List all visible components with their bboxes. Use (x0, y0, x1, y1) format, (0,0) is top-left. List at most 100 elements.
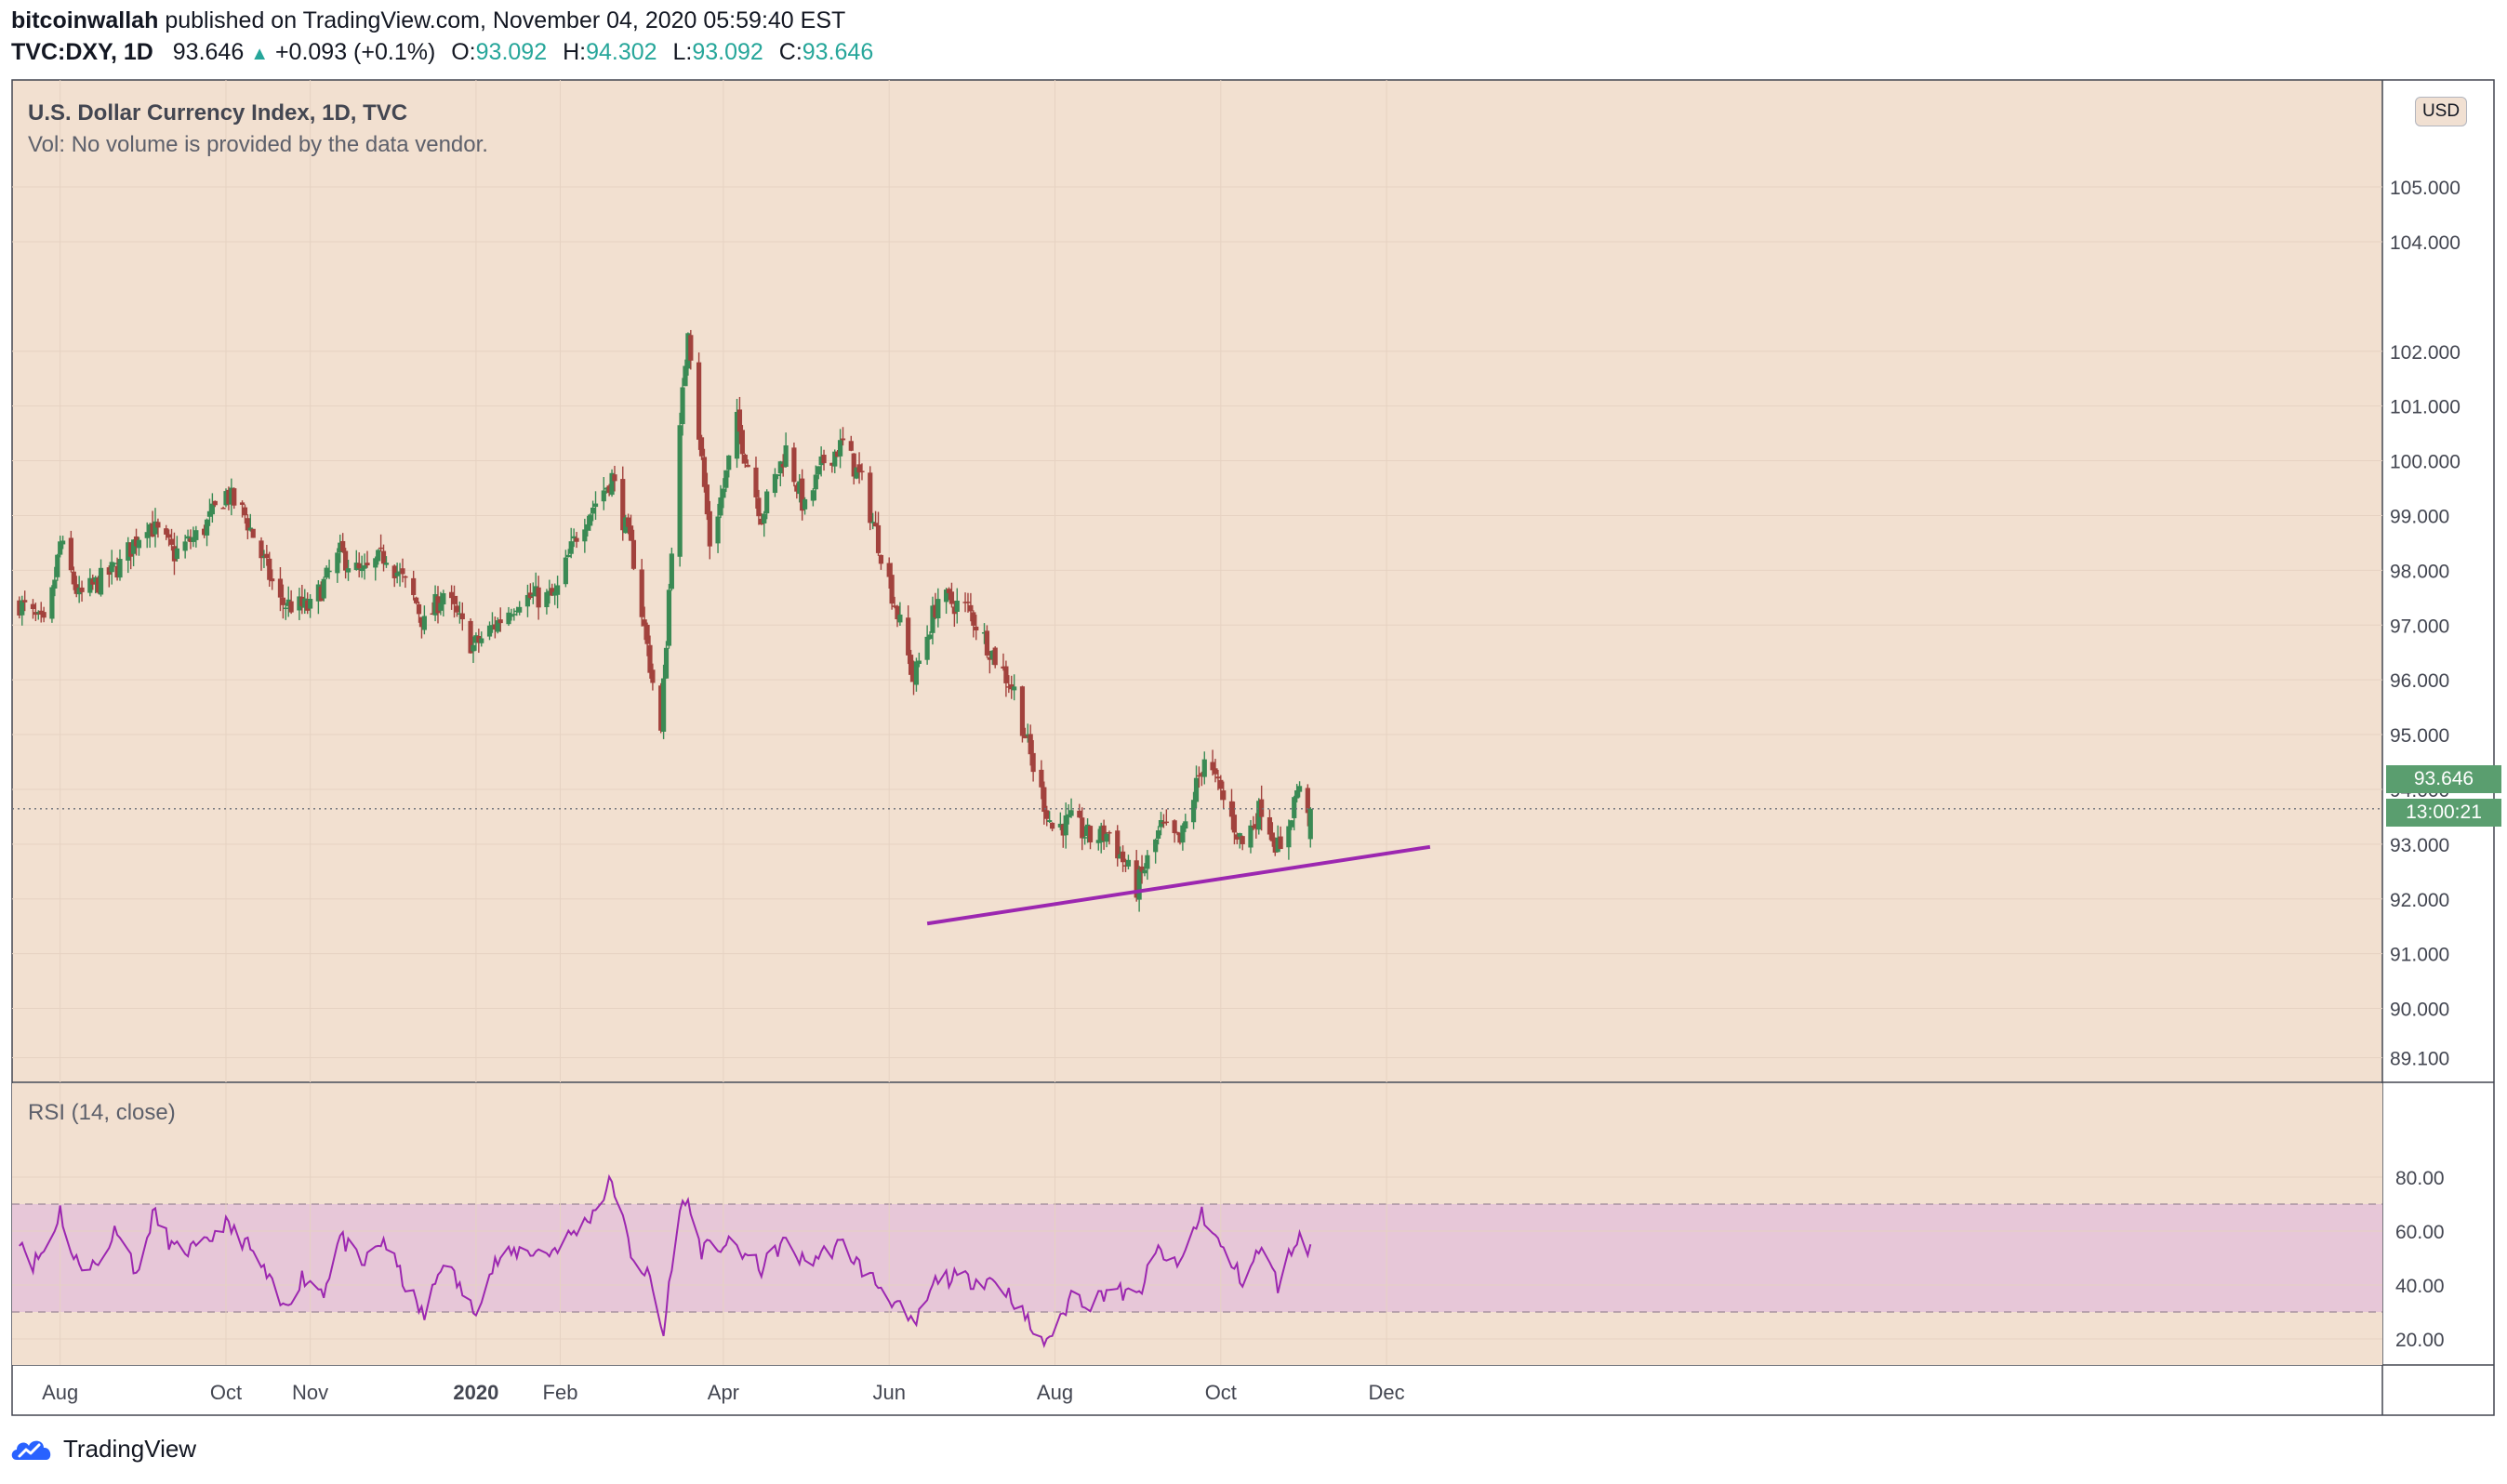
time-tick-label: Feb (543, 1381, 578, 1404)
candle-body (777, 461, 783, 474)
candle-body (185, 536, 191, 539)
candle-body (1210, 762, 1215, 771)
candle-body (68, 537, 73, 571)
candle-body (870, 522, 876, 523)
tradingview-brand[interactable]: TradingView (9, 1435, 196, 1464)
currency-badge[interactable]: USD (2415, 97, 2467, 126)
candle-body (609, 472, 615, 496)
candle-body (171, 546, 178, 562)
last-price-tag: 93.646 (2386, 765, 2501, 793)
candle-body (568, 541, 574, 554)
candle-body (87, 577, 93, 593)
candle-body (451, 595, 458, 604)
candle-body (783, 445, 789, 468)
candle-body (571, 536, 577, 539)
price-axis[interactable]: 89.10090.00091.00092.00093.00094.00095.0… (2390, 178, 2461, 1070)
candle-body (906, 617, 911, 656)
candle-body (459, 613, 465, 620)
time-tick-label: Oct (1205, 1381, 1237, 1404)
candle-body (506, 612, 511, 625)
rsi-band (12, 1204, 2382, 1312)
trendline[interactable] (926, 844, 1431, 926)
candle-body (1307, 808, 1313, 840)
candle-body (356, 563, 362, 569)
candle-body (683, 365, 688, 387)
candle-body (666, 590, 672, 646)
candle-body (574, 537, 579, 542)
rsi-axis[interactable]: 20.00 40.00 60.00 80.00 (2395, 1168, 2445, 1351)
candle-body (1289, 820, 1294, 828)
candle-body (204, 519, 210, 536)
candle-body (630, 539, 637, 569)
candle-body (343, 550, 349, 571)
candle-body (875, 524, 882, 553)
candle-body (280, 597, 285, 605)
main-pane[interactable] (12, 80, 2382, 1082)
candle-body (232, 488, 237, 506)
time-tick-label: Dec (1369, 1381, 1405, 1404)
candle-body (245, 518, 250, 531)
candle-body (147, 523, 153, 536)
candle-body (1240, 836, 1245, 844)
time-tick-label: Nov (292, 1381, 328, 1404)
candle-body (338, 542, 343, 553)
candle-body (49, 587, 55, 619)
candle-body (1025, 734, 1030, 736)
candle-body (701, 457, 708, 487)
rsi-line (19, 1173, 1312, 1348)
candle-body (851, 453, 856, 477)
price-tick-label: 100.000 (2390, 452, 2461, 473)
candle-body (1259, 799, 1265, 817)
candle-body (601, 490, 606, 502)
candle-body (726, 455, 732, 470)
author-name[interactable]: bitcoinwallah (11, 7, 159, 33)
candle-body (400, 568, 405, 575)
candle-body (721, 488, 726, 498)
rsi-tick-label: 40.00 (2395, 1276, 2445, 1297)
close-label: C: (778, 39, 803, 65)
candle-body (639, 569, 644, 617)
candle-body (715, 516, 721, 544)
candle-body (924, 636, 930, 660)
candle-body (794, 484, 800, 492)
candle-body (989, 650, 995, 659)
candle-body (155, 522, 161, 528)
candle-body (1049, 822, 1055, 829)
candle-body (723, 470, 729, 488)
candle-body (954, 600, 960, 612)
candle-body (33, 612, 38, 616)
candle-body (948, 591, 955, 604)
candle-body (704, 484, 710, 515)
candle-body (1199, 773, 1204, 775)
candle-body (41, 612, 46, 618)
candle-body (79, 587, 85, 592)
candle-body (1134, 860, 1139, 898)
candle-body (1158, 820, 1164, 828)
candle-body (791, 447, 797, 483)
candle-body (913, 661, 920, 685)
candle-body (90, 578, 96, 585)
candle-body (1087, 826, 1094, 842)
candle-body (1047, 820, 1053, 823)
candle-body (153, 521, 158, 535)
candle-body (1180, 825, 1186, 843)
rsi-tick-label: 60.00 (2395, 1222, 2445, 1243)
candle-body (775, 474, 780, 477)
high-label: H: (563, 39, 587, 65)
candle-body (449, 591, 455, 599)
candle-body (1006, 686, 1012, 688)
candle-body (916, 660, 922, 664)
candle-body (259, 540, 264, 559)
candle-body (340, 540, 346, 552)
candle-body (1120, 851, 1126, 863)
time-axis[interactable]: Aug Oct Nov 2020 Feb Apr Jun Aug Oct Dec (42, 1381, 1405, 1404)
candle-body (299, 596, 305, 607)
candle-body (1278, 836, 1283, 850)
candle-body (1145, 855, 1150, 869)
candle-body (73, 584, 79, 594)
candle-body (362, 565, 367, 569)
candle-body (359, 568, 365, 572)
candle-body (582, 529, 588, 542)
price-tick-label: 93.000 (2390, 835, 2449, 856)
